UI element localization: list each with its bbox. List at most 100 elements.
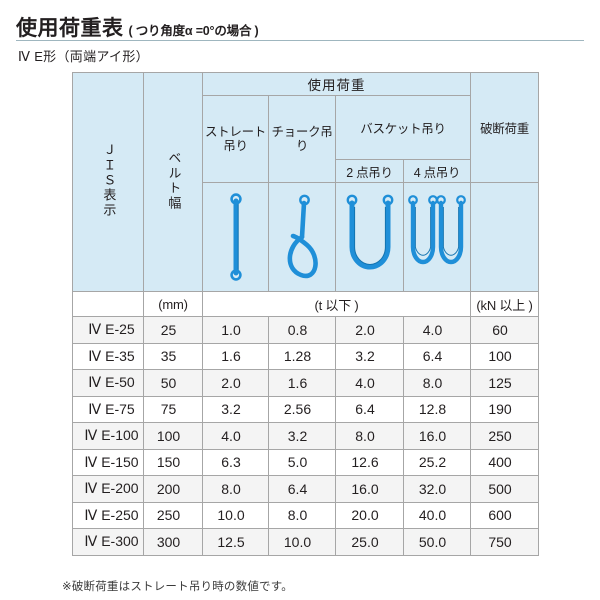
cell-choke: 10.0 — [268, 528, 336, 556]
title-divider — [16, 40, 584, 41]
header-basket: バスケット吊り — [335, 95, 471, 160]
cell-breaking-load: 500 — [470, 475, 539, 503]
cell-breaking-load: 190 — [470, 395, 539, 423]
cell-jis: Ⅳ E-35 — [72, 342, 144, 370]
cell-jis: Ⅳ E-25 — [72, 316, 144, 344]
cell-basket-4: 6.4 — [403, 342, 471, 370]
cell-belt-width: 250 — [143, 501, 203, 529]
cell-basket-2: 20.0 — [335, 501, 404, 529]
cell-jis: Ⅳ E-250 — [72, 501, 144, 529]
table-row: Ⅳ E-75 75 3.2 2.56 6.4 12.8 190 — [72, 395, 539, 423]
cell-jis: Ⅳ E-50 — [72, 369, 144, 397]
cell-basket-4: 16.0 — [403, 422, 471, 450]
header-choke: チョーク吊り — [268, 95, 336, 183]
cell-choke: 0.8 — [268, 316, 336, 344]
cell-basket-2: 2.0 — [335, 316, 404, 344]
cell-straight: 8.0 — [202, 475, 269, 503]
table-row: Ⅳ E-150 150 6.3 5.0 12.6 25.2 400 — [72, 448, 539, 476]
cell-basket-2: 8.0 — [335, 422, 404, 450]
cell-belt-width: 75 — [143, 395, 203, 423]
table-header-row-points: 2 点吊り 4 点吊り — [73, 159, 539, 183]
cell-basket-4: 12.8 — [403, 395, 471, 423]
cell-basket-4: 8.0 — [403, 369, 471, 397]
cell-choke: 6.4 — [268, 475, 336, 503]
cell-choke: 5.0 — [268, 448, 336, 476]
header-basket-4point: 4 点吊り — [403, 159, 471, 183]
cell-choke: 3.2 — [268, 422, 336, 450]
table-header-row-icons — [73, 182, 539, 292]
table-header-row-types: ストレート吊り チョーク吊り バスケット吊り — [73, 95, 539, 183]
cell-basket-4: 25.2 — [403, 448, 471, 476]
cell-jis: Ⅳ E-75 — [72, 395, 144, 423]
header-basket-2point: 2 点吊り — [335, 159, 404, 183]
cell-choke: 1.28 — [268, 342, 336, 370]
cell-straight: 1.6 — [202, 342, 269, 370]
cell-belt-width: 200 — [143, 475, 203, 503]
header-jis: ＪＩＳ表示 — [72, 72, 144, 292]
cell-straight: 1.0 — [202, 316, 269, 344]
cell-jis: Ⅳ E-200 — [72, 475, 144, 503]
header-breaking-load-icon-spacer — [470, 182, 539, 292]
cell-belt-width: 50 — [143, 369, 203, 397]
cell-choke: 2.56 — [268, 395, 336, 423]
load-capacity-table: ＪＩＳ表示 ベルト幅 使用荷重 破断荷重 ストレート吊り チョーク吊り バスケッ… — [72, 72, 539, 556]
cell-jis: Ⅳ E-150 — [72, 448, 144, 476]
unit-belt-width: (mm) — [143, 291, 203, 317]
header-breaking-load: 破断荷重 — [470, 72, 539, 183]
cell-belt-width: 25 — [143, 316, 203, 344]
cell-basket-2: 25.0 — [335, 528, 404, 556]
header-working-load: 使用荷重 — [202, 72, 471, 96]
footnote: ※破断荷重はストレート吊り時の数値です。 — [62, 581, 293, 593]
cell-basket-2: 16.0 — [335, 475, 404, 503]
cell-basket-4: 50.0 — [403, 528, 471, 556]
cell-breaking-load: 125 — [470, 369, 539, 397]
cell-basket-4: 40.0 — [403, 501, 471, 529]
cell-basket-4: 4.0 — [403, 316, 471, 344]
cell-breaking-load: 750 — [470, 528, 539, 556]
table-row: Ⅳ E-250 250 10.0 8.0 20.0 40.0 600 — [72, 501, 539, 529]
title-sub-text: ( つり角度α =0°の場合 ) — [128, 24, 259, 38]
table-row: Ⅳ E-50 50 2.0 1.6 4.0 8.0 125 — [72, 369, 539, 397]
table-row: Ⅳ E-35 35 1.6 1.28 3.2 6.4 100 — [72, 342, 539, 370]
cell-basket-2: 4.0 — [335, 369, 404, 397]
table-row: Ⅳ E-200 200 8.0 6.4 16.0 32.0 500 — [72, 475, 539, 503]
header-straight: ストレート吊り — [202, 95, 269, 183]
table-row: Ⅳ E-25 25 1.0 0.8 2.0 4.0 60 — [72, 316, 539, 344]
cell-straight: 4.0 — [202, 422, 269, 450]
cell-basket-4: 32.0 — [403, 475, 471, 503]
unit-working-load: (t 以下 ) — [202, 291, 471, 317]
cell-straight: 2.0 — [202, 369, 269, 397]
cell-basket-2: 12.6 — [335, 448, 404, 476]
straight-sling-icon — [202, 182, 269, 292]
cell-belt-width: 150 — [143, 448, 203, 476]
title-main-text: 使用荷重表 — [16, 17, 124, 40]
cell-choke: 1.6 — [268, 369, 336, 397]
load-capacity-table-wrapper: ＪＩＳ表示 ベルト幅 使用荷重 破断荷重 ストレート吊り チョーク吊り バスケッ… — [72, 72, 539, 556]
table-row: Ⅳ E-100 100 4.0 3.2 8.0 16.0 250 — [72, 422, 539, 450]
cell-belt-width: 100 — [143, 422, 203, 450]
cell-breaking-load: 600 — [470, 501, 539, 529]
header-jis-label: ＪＩＳ表示 — [101, 143, 117, 218]
cell-basket-2: 6.4 — [335, 395, 404, 423]
header-belt-width: ベルト幅 — [143, 72, 203, 292]
table-header-row-group: ＪＩＳ表示 ベルト幅 使用荷重 破断荷重 — [72, 72, 539, 292]
cell-belt-width: 300 — [143, 528, 203, 556]
sling-form-label: Ⅳ E形（両端アイ形） — [18, 49, 149, 64]
table-units-row: (mm) (t 以下 ) (kN 以上 ) — [72, 291, 539, 317]
cell-straight: 6.3 — [202, 448, 269, 476]
cell-jis: Ⅳ E-100 — [72, 422, 144, 450]
cell-breaking-load: 100 — [470, 342, 539, 370]
cell-breaking-load: 250 — [470, 422, 539, 450]
choke-sling-icon — [268, 182, 336, 292]
table-row: Ⅳ E-300 300 12.5 10.0 25.0 50.0 750 — [72, 528, 539, 556]
cell-breaking-load: 400 — [470, 448, 539, 476]
basket-2point-sling-icon — [335, 182, 404, 292]
cell-jis: Ⅳ E-300 — [72, 528, 144, 556]
cell-straight: 10.0 — [202, 501, 269, 529]
basket-4point-sling-icon — [403, 182, 471, 292]
cell-basket-2: 3.2 — [335, 342, 404, 370]
cell-straight: 12.5 — [202, 528, 269, 556]
cell-belt-width: 35 — [143, 342, 203, 370]
cell-breaking-load: 60 — [470, 316, 539, 344]
page-title: 使用荷重表 ( つり角度α =0°の場合 ) — [16, 12, 259, 42]
